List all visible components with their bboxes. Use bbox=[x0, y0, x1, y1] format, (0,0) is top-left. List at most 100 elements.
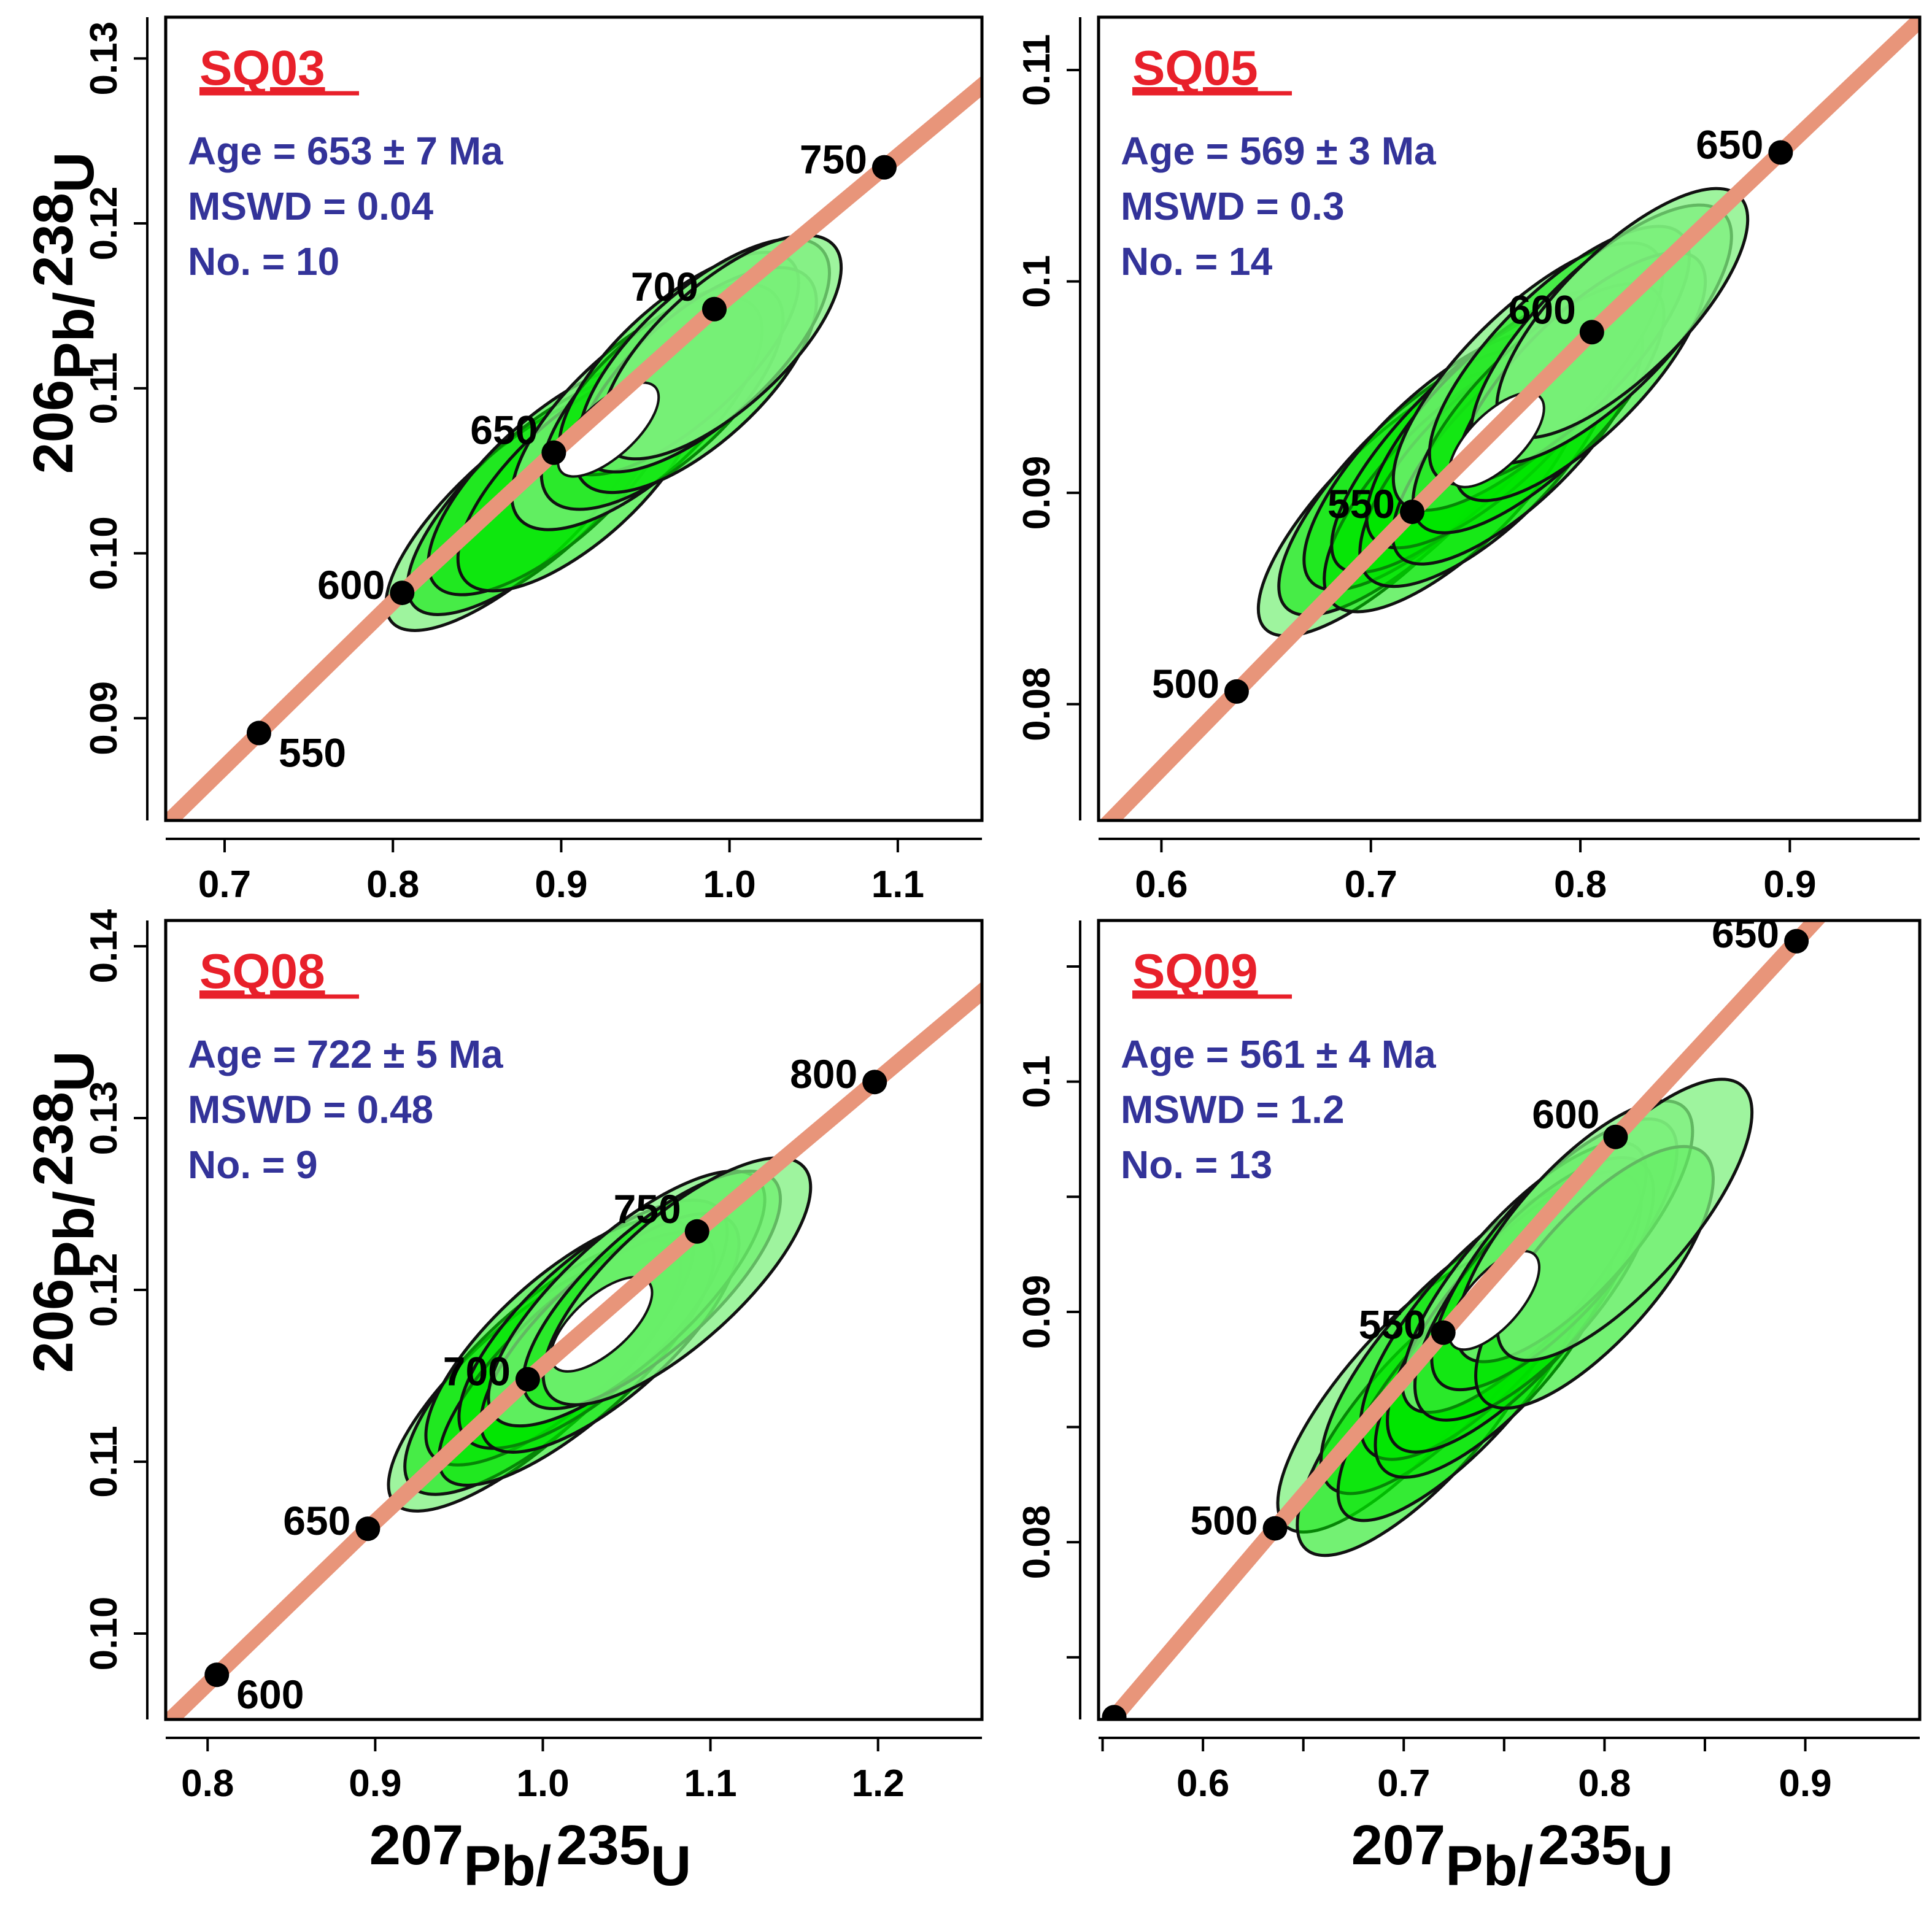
y-tick-label: 0.11 bbox=[83, 1426, 125, 1497]
y-tick-label: 0.08 bbox=[1016, 1505, 1058, 1580]
age-marker-750 bbox=[684, 1219, 709, 1244]
x-tick-label: 1.0 bbox=[703, 863, 756, 906]
x-tick-label: 1.1 bbox=[871, 863, 924, 906]
x-tick-label: 0.7 bbox=[1377, 1762, 1430, 1805]
y-tick-label: 0.1 bbox=[1016, 255, 1058, 307]
age-marker-650 bbox=[355, 1516, 381, 1541]
age-marker-500 bbox=[1262, 1516, 1288, 1541]
age-label-650: 650 bbox=[1712, 911, 1779, 956]
age-label-500: 500 bbox=[1190, 1498, 1258, 1543]
y-tick-label: 0.11 bbox=[83, 352, 125, 424]
age-marker-600 bbox=[1603, 1124, 1628, 1149]
y-axis-title-main: Pb/ bbox=[43, 292, 106, 380]
y-tick-label: 0.12 bbox=[83, 187, 125, 261]
x-tick-label: 1.0 bbox=[516, 1762, 569, 1805]
age-label-650: 650 bbox=[283, 1498, 350, 1543]
age-label-800: 800 bbox=[790, 1051, 857, 1097]
age-label-600: 600 bbox=[236, 1672, 304, 1717]
age-label-700: 700 bbox=[443, 1349, 511, 1394]
stat-age: Age = 722 ± 5 Ma bbox=[188, 1032, 503, 1076]
error-ellipses bbox=[1276, 1078, 1754, 1557]
y-axis-title-bottom: 206Pb/238U bbox=[22, 1051, 106, 1373]
plot-area bbox=[166, 981, 982, 1719]
age-marker-650 bbox=[1768, 140, 1793, 165]
y-tick-label: 0.13 bbox=[83, 1081, 125, 1156]
x-axis-title-main: Pb/ bbox=[463, 1835, 551, 1897]
stat-mswd: MSWD = 1.2 bbox=[1121, 1087, 1345, 1132]
panel-sq09: 500 550 600 650 0.6 0.7 0.8 0.9 0.08 0.09 0.1 SQ09 A… bbox=[1016, 911, 1922, 1805]
y-axis-title-tail: U bbox=[43, 1051, 106, 1092]
sample-title: SQ08 bbox=[199, 944, 325, 998]
x-axis-title-pre: 207 bbox=[1351, 1814, 1446, 1877]
sample-title: SQ03 bbox=[199, 41, 325, 95]
stat-n: No. = 10 bbox=[188, 239, 339, 284]
stat-n: No. = 13 bbox=[1121, 1143, 1272, 1187]
y-tick-label: 0.09 bbox=[1016, 1275, 1058, 1349]
svg-text:206Pb/238U: 206Pb/238U bbox=[22, 1051, 106, 1373]
x-tick-label: 1.1 bbox=[684, 1762, 736, 1805]
stat-mswd: MSWD = 0.3 bbox=[1121, 184, 1345, 228]
y-axis-title-pre: 206 bbox=[22, 380, 85, 474]
y-tick-label: 0.12 bbox=[83, 1253, 125, 1327]
plot-area bbox=[1099, 17, 1920, 820]
age-marker-550 bbox=[1399, 500, 1424, 525]
age-label-600: 600 bbox=[1509, 287, 1576, 332]
x-tick-label: 0.8 bbox=[1578, 1762, 1631, 1805]
x-axis-title-pre: 207 bbox=[369, 1814, 464, 1877]
concordia-curve bbox=[1099, 17, 1920, 820]
plot-frame bbox=[1097, 15, 1922, 822]
y-axis-title-top: 206Pb/238U bbox=[22, 152, 106, 474]
age-marker-550 bbox=[1431, 1320, 1456, 1345]
y-tick-label: 0.08 bbox=[1016, 667, 1058, 741]
x-tick-label: 0.6 bbox=[1135, 863, 1188, 906]
age-marker-800 bbox=[862, 1070, 887, 1095]
y-axis-title-post: 238 bbox=[22, 193, 85, 287]
y-tick-label: 0.11 bbox=[1016, 34, 1058, 106]
plot-frame bbox=[164, 15, 984, 822]
x-tick-label: 0.8 bbox=[181, 1762, 234, 1805]
x-axis-title-right: 207Pb/235U bbox=[1351, 1814, 1674, 1897]
stat-mswd: MSWD = 0.04 bbox=[188, 184, 434, 228]
x-axis-title-tail: U bbox=[651, 1835, 691, 1897]
plot-frame bbox=[1097, 919, 1922, 1721]
stat-age: Age = 561 ± 4 Ma bbox=[1121, 1032, 1436, 1076]
x-tick-label: 0.9 bbox=[1779, 1762, 1831, 1805]
stat-n: No. = 14 bbox=[1121, 239, 1273, 284]
x-axis-title-main: Pb/ bbox=[1445, 1835, 1533, 1897]
age-label-550: 550 bbox=[1327, 481, 1395, 527]
age-marker-650 bbox=[1784, 928, 1809, 954]
plot-area bbox=[166, 75, 982, 820]
stat-age: Age = 653 ± 7 Ma bbox=[188, 129, 503, 173]
age-marker-700 bbox=[515, 1367, 540, 1392]
age-marker-700 bbox=[701, 296, 727, 322]
panel-sq03: 550 600 650 700 750 0.7 0.8 0.9 1.0 1.1 0.09 0.10 0.… bbox=[83, 15, 984, 906]
age-marker-600 bbox=[204, 1662, 230, 1688]
age-label-650: 650 bbox=[470, 407, 538, 453]
error-ellipses bbox=[387, 1156, 813, 1513]
age-label-500: 500 bbox=[1152, 661, 1219, 706]
x-tick-label: 0.9 bbox=[349, 1762, 401, 1805]
svg-text:206Pb/238U: 206Pb/238U bbox=[22, 152, 106, 474]
ellipse-center-hole bbox=[1447, 1249, 1541, 1351]
age-marker-500 bbox=[1224, 679, 1249, 704]
y-tick-label: 0.13 bbox=[83, 21, 125, 96]
y-tick-label: 0.1 bbox=[1016, 1055, 1058, 1108]
x-tick-label: 0.7 bbox=[1345, 863, 1397, 906]
x-axis-title-post: 235 bbox=[1538, 1814, 1633, 1877]
sample-title: SQ05 bbox=[1132, 41, 1258, 95]
y-axis-title-post: 238 bbox=[22, 1092, 85, 1186]
age-label-650: 650 bbox=[1696, 122, 1763, 167]
y-axis-title-tail: U bbox=[43, 152, 106, 193]
age-marker-750 bbox=[871, 155, 897, 180]
age-label-600: 600 bbox=[317, 562, 385, 608]
age-label-600: 600 bbox=[1532, 1092, 1599, 1137]
age-label-750: 750 bbox=[800, 137, 867, 182]
x-tick-label: 0.8 bbox=[366, 863, 419, 906]
ellipse-center-hole bbox=[1448, 392, 1545, 488]
age-marker-600 bbox=[1579, 320, 1604, 345]
y-tick-label: 0.09 bbox=[83, 681, 125, 755]
x-tick-label: 0.9 bbox=[1763, 863, 1816, 906]
x-tick-label: 0.6 bbox=[1177, 1762, 1229, 1805]
age-marker-550 bbox=[246, 720, 271, 746]
